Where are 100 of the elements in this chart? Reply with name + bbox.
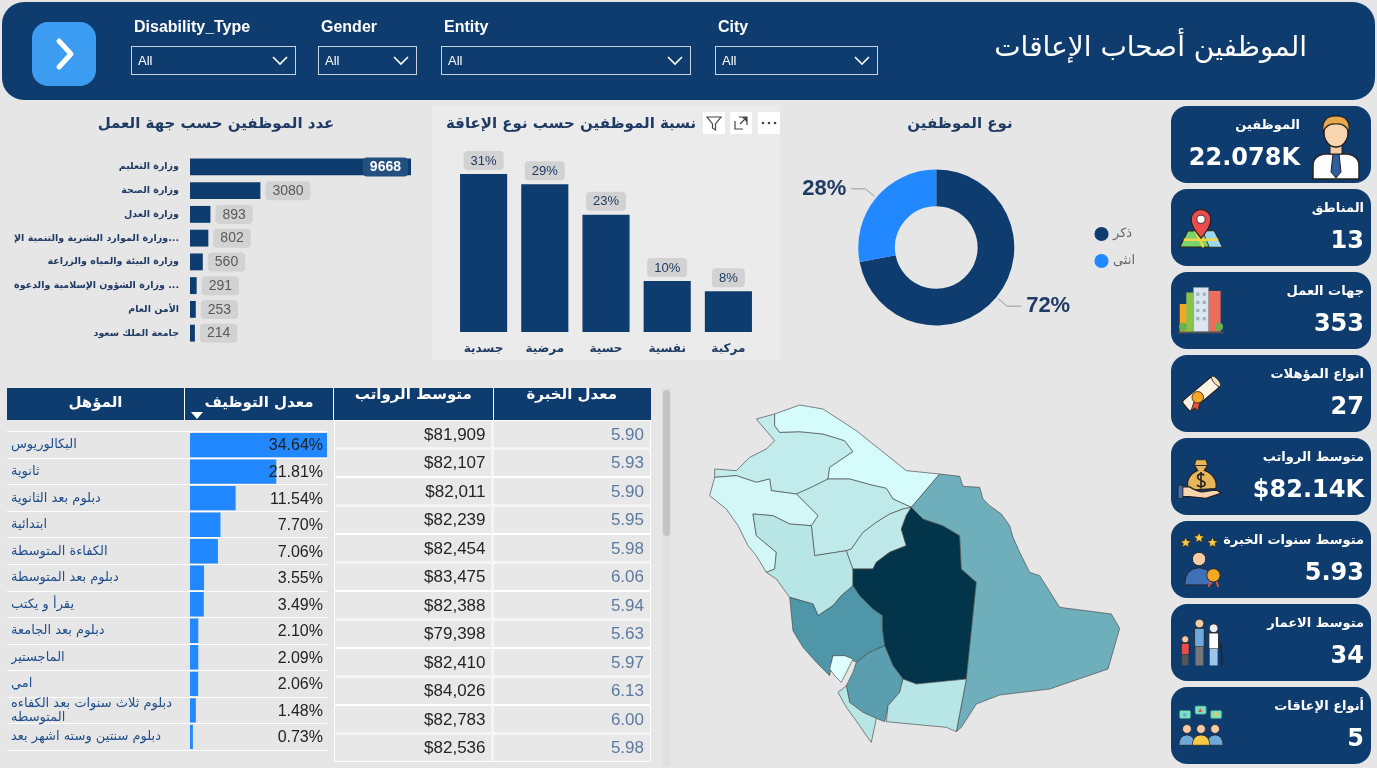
y-tick-label: وزارة التعليم [118, 160, 180, 173]
y-tick-label: امي [11, 675, 33, 691]
data-label: 2.06% [277, 675, 323, 693]
bar [190, 182, 261, 200]
data-label: 253 [207, 300, 232, 317]
data-label: 7.70% [277, 516, 323, 534]
data-label: 5.98 [610, 538, 644, 558]
bar [190, 671, 199, 697]
bar [190, 205, 211, 223]
y-tick-label: وزارة الشؤون الإسلامية والدعوة ... [14, 279, 179, 292]
text: انواع المؤهلات [1270, 366, 1364, 381]
data-label: $82,107 [424, 453, 486, 473]
y-tick-label: الأمن العام [128, 302, 179, 315]
bar [190, 539, 218, 564]
data-label: 34.64% [268, 436, 323, 454]
dropdown-field: All [441, 46, 691, 75]
data-label: 3080 [272, 181, 304, 198]
bar [704, 291, 752, 332]
bar [190, 565, 205, 590]
text: متوسط سنوات الخبرة [1223, 532, 1364, 547]
data-label: 28% [802, 174, 847, 200]
text: Gender [321, 18, 378, 36]
y-tick-label: دبلوم ثلاث سنوات بعد الكفاءه المتوسطه [11, 694, 173, 725]
data-label: $79,398 [424, 624, 486, 644]
x-tick-label: معدل الخبرة [526, 384, 618, 403]
y-tick-label: دبلوم بعد الجامعة [11, 622, 105, 639]
x-tick-label: مركبة [711, 341, 746, 356]
bar [190, 229, 209, 247]
x-tick-label: حسية [589, 341, 623, 356]
data-label: 5.63 [610, 624, 644, 644]
data-label: $82,410 [424, 652, 486, 672]
data-label: 5.98 [610, 738, 644, 758]
data-label: 11.54% [269, 489, 323, 507]
text: المناطق [1311, 200, 1364, 215]
data-label: 5.94 [610, 595, 644, 615]
bar [190, 592, 204, 617]
y-tick-label: دبلوم سنتين وسته اشهر بعد [11, 728, 162, 745]
text: جهات العمل [1286, 283, 1364, 298]
y-tick-label: جامعة الملك سعود [93, 326, 179, 339]
bar [190, 277, 197, 295]
data-label: $82,239 [424, 510, 486, 530]
bar [190, 645, 199, 670]
dropdown-field: All [131, 46, 296, 75]
data-label: $82,454 [424, 538, 486, 558]
bar [190, 485, 236, 511]
text: متوسط الاعمار [1267, 615, 1364, 630]
data-label: 5.90 [610, 481, 644, 501]
y-tick-label: وزارة البيئة والمياه والزراعة [47, 255, 180, 268]
data-label: 6.06 [610, 567, 644, 587]
bar [190, 512, 221, 537]
y-tick-label: وزارة الموارد البشرية والتنمية الإ... [14, 231, 179, 244]
data-label: $84,026 [424, 681, 486, 701]
bar [460, 174, 508, 332]
data-label: 0.73% [277, 728, 323, 746]
x-axis-title: معدل التوظيف [204, 393, 314, 411]
y-tick-label: ابتدائية [11, 516, 48, 532]
text: 5.93 [1304, 558, 1364, 586]
x-tick-label: جسدية [463, 341, 504, 356]
x-tick-label: مرضية [525, 341, 565, 356]
data-label: 1.48% [277, 701, 323, 719]
data-label: 214 [206, 324, 231, 341]
y-tick-label: البكالوريوس [11, 436, 77, 453]
data-label: 6.00 [610, 709, 644, 729]
data-label: $81,909 [424, 424, 486, 444]
y-tick-label: الماجستير [10, 648, 65, 665]
data-label: 5.95 [610, 510, 644, 530]
y-tick-label: ثانوية [11, 462, 40, 479]
data-label: 23% [592, 193, 620, 209]
data-label: 291 [208, 276, 233, 293]
text: أنواع الإعاقات [1274, 698, 1364, 713]
data-label: 3.55% [277, 569, 323, 587]
bar [190, 300, 196, 318]
data-label: $83,475 [424, 567, 486, 587]
text: Entity [444, 18, 489, 36]
bar [643, 281, 691, 332]
bar [190, 253, 203, 271]
data-label: 560 [214, 253, 239, 270]
bar [190, 618, 199, 643]
bar [521, 184, 569, 332]
data-label: 8% [719, 269, 739, 285]
text: Disability_Type [134, 18, 251, 36]
bar [582, 214, 630, 332]
data-label: 2.10% [277, 622, 323, 640]
y-axis-title: المؤهل [68, 393, 123, 411]
text: 353 [1313, 309, 1364, 337]
text: 27 [1330, 392, 1364, 420]
y-tick-label: دبلوم بعد المتوسطة [11, 569, 119, 586]
data-label: 5.90 [610, 424, 644, 444]
chart-title: نوع الموظفين [907, 114, 1013, 132]
text: الموظفين [1235, 117, 1300, 132]
chart-title: نسبة الموظفين حسب نوع الإعاقة [446, 114, 697, 132]
legend-label: انثى [1113, 252, 1136, 268]
data-label: 7.06% [277, 542, 323, 560]
text: 5 [1347, 724, 1364, 752]
bar [190, 324, 195, 342]
bar [190, 698, 196, 723]
chart-title: عدد الموظفين حسب جهة العمل [97, 114, 335, 132]
text: City [718, 18, 749, 36]
y-tick-label: وزارة الصحة [121, 184, 180, 197]
y-tick-label: يقرأ و يكتب [11, 594, 75, 612]
